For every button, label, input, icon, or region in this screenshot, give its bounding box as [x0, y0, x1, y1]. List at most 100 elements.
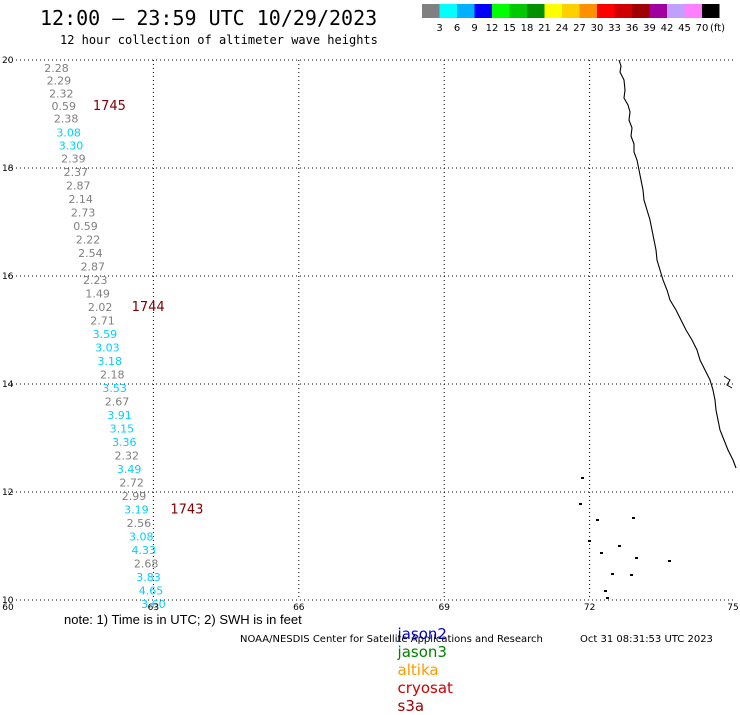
tick-label-layer: 60 63 66 69 72 75 10 12 14 16 18 20 [2, 56, 739, 612]
island [588, 540, 591, 542]
wave-height-point: 3.08 [129, 530, 154, 543]
island [632, 517, 635, 519]
scale-label: 6 [454, 23, 460, 34]
island [581, 477, 584, 479]
wave-height-point: 2.38 [54, 112, 79, 125]
coastline-layer [579, 59, 737, 599]
scale-swatch [632, 4, 650, 18]
wave-height-point: 2.72 [119, 476, 144, 489]
island [604, 590, 607, 592]
island [606, 597, 609, 599]
scale-label: 24 [556, 23, 569, 34]
scale-swatch [702, 4, 720, 18]
wave-height-point: 2.71 [90, 314, 115, 327]
scale-swatch [509, 4, 527, 18]
wave-height-point: 2.23 [83, 274, 108, 287]
wave-height-point: 2.56 [127, 517, 152, 530]
wave-height-point: 3.08 [56, 126, 81, 139]
x-tick-label: 69 [438, 603, 450, 612]
wave-height-point: 3.19 [124, 503, 149, 516]
wave-height-point: 3.60 [141, 598, 166, 611]
scale-label: 36 [626, 23, 639, 34]
scale-swatch [579, 4, 597, 18]
wave-height-point: 0.59 [73, 220, 98, 233]
plot-area: 2.282.292.320.592.383.083.302.392.372.87… [2, 56, 739, 612]
scale-swatch [684, 4, 702, 18]
wave-height-point: 3.49 [117, 463, 142, 476]
scale-unit: (ft) [710, 23, 725, 34]
wave-height-point: 3.53 [102, 382, 127, 395]
footer-timestamp: Oct 31 08:31:53 UTC 2023 [580, 634, 713, 645]
scale-swatch [649, 4, 667, 18]
wave-height-point: 3.03 [95, 341, 120, 354]
scale-label: 21 [538, 23, 551, 34]
wave-height-point: 3.91 [107, 409, 132, 422]
y-tick-label: 10 [2, 596, 14, 606]
wave-height-point: 2.87 [81, 260, 106, 273]
scale-swatch [422, 4, 440, 18]
y-tick-label: 20 [2, 56, 14, 66]
time-label: 1744 [132, 300, 165, 315]
scale-swatch [457, 4, 475, 18]
scale-label: 12 [486, 23, 499, 34]
scale-swatch [527, 4, 545, 18]
scale-label: 18 [521, 23, 534, 34]
mission-jason2: jason2 [397, 625, 447, 643]
wave-height-point: 2.32 [49, 87, 74, 100]
scale-swatch [614, 4, 632, 18]
chart-title: 12:00 – 23:59 UTC 10/29/2023 [40, 6, 378, 30]
wave-height-point: 2.54 [78, 247, 103, 260]
wave-height-point: 4.65 [139, 584, 164, 597]
footer-note: note: 1) Time is in UTC; 2) SWH is in fe… [64, 612, 302, 627]
scale-label: 42 [661, 23, 674, 34]
scale-swatch [597, 4, 615, 18]
island [723, 375, 733, 389]
scale-label: 30 [591, 23, 604, 34]
wave-height-point: 3.30 [59, 139, 84, 152]
scale-swatch [562, 4, 580, 18]
wave-height-point: 2.39 [61, 152, 86, 165]
wave-height-point: 2.02 [88, 301, 113, 314]
scale-label: 33 [608, 23, 621, 34]
wave-height-point: 3.18 [98, 355, 123, 368]
mission-s3a: s3a [397, 697, 425, 715]
mission-cryosat: cryosat [397, 679, 453, 697]
wave-height-point: 2.28 [44, 62, 69, 75]
island [579, 503, 582, 505]
x-tick-label: 72 [584, 603, 595, 612]
mission-legend: jason2 jason3 altika cryosat s3a [388, 607, 460, 715]
wave-height-point: 2.32 [114, 449, 139, 462]
scale-label: 3 [436, 23, 442, 34]
x-tick-label: 60 [2, 603, 14, 612]
x-tick-label: 66 [293, 603, 305, 612]
scale-label: 39 [643, 23, 656, 34]
wave-height-point: 3.83 [136, 571, 161, 584]
island [635, 557, 638, 559]
wave-height-point: 1.49 [85, 287, 110, 300]
x-tick-label: 63 [148, 603, 159, 612]
island [668, 560, 671, 562]
wave-height-point: 3.59 [93, 328, 118, 341]
chart-subtitle: 12 hour collection of altimeter wave hei… [60, 33, 378, 47]
wave-height-point: 3.25 [144, 611, 169, 612]
wave-height-point: 3.15 [110, 422, 135, 435]
wave-height-point: 3.36 [112, 436, 137, 449]
wave-height-point: 2.22 [76, 233, 101, 246]
island [596, 519, 599, 521]
island [618, 545, 621, 547]
y-tick-label: 18 [2, 164, 14, 174]
wave-height-point: 4.33 [131, 544, 156, 557]
time-label: 1743 [170, 502, 203, 517]
footer-credit: NOAA/NESDIS Center for Satellite Applica… [240, 634, 543, 645]
mission-altika: altika [397, 661, 439, 679]
y-tick-label: 14 [2, 380, 14, 390]
mission-jason3: jason3 [397, 643, 447, 661]
scale-swatch [492, 4, 510, 18]
wave-height-point: 2.67 [105, 395, 130, 408]
scale-label: 27 [573, 23, 586, 34]
y-tick-label: 12 [2, 488, 13, 498]
y-tick-label: 16 [2, 272, 14, 282]
wave-height-point: 2.68 [134, 557, 159, 570]
wave-height-point: 2.73 [71, 206, 96, 219]
island [630, 574, 633, 576]
